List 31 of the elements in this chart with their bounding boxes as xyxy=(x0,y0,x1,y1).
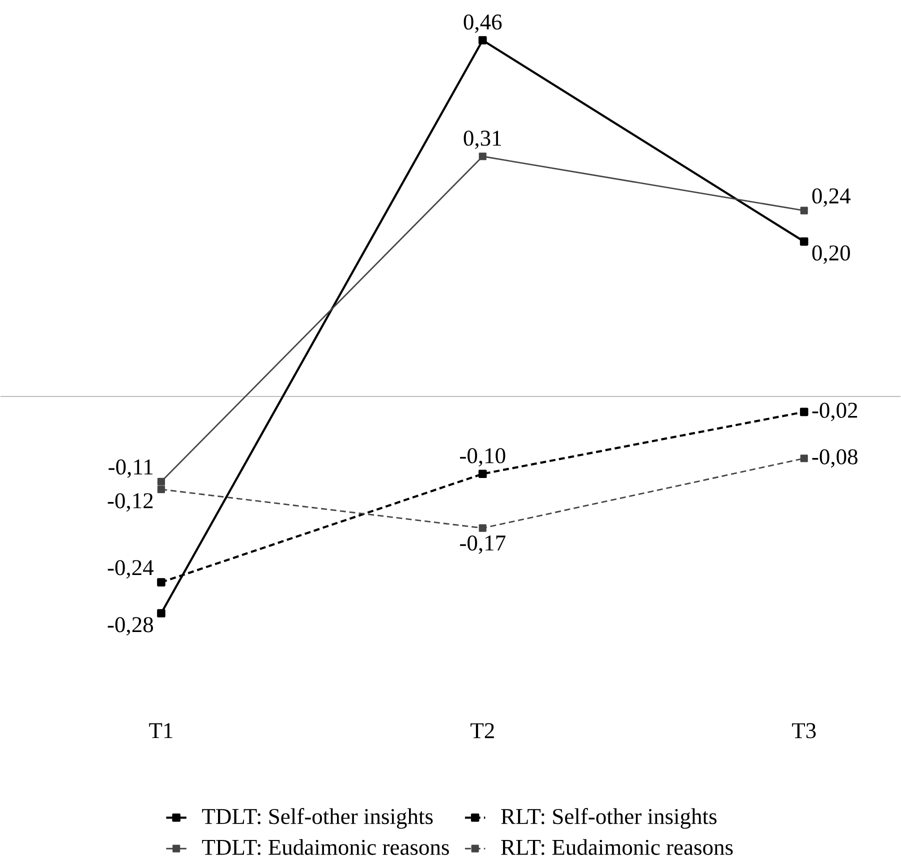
point xyxy=(800,454,808,462)
data-label: -0,10 xyxy=(460,448,506,467)
x-tick-label: T3 xyxy=(792,723,816,738)
point xyxy=(800,408,808,416)
point xyxy=(478,152,486,160)
data-label: -0,12 xyxy=(108,493,153,512)
data-label: 0,46 xyxy=(464,14,502,33)
legend-label: TDLT: Self-other insights xyxy=(202,808,433,829)
point xyxy=(478,524,486,532)
data-label: -0,08 xyxy=(812,449,858,468)
point xyxy=(800,238,808,246)
data-label: -0,28 xyxy=(108,617,153,636)
data-label: 0,24 xyxy=(812,188,850,207)
point xyxy=(157,478,165,486)
point xyxy=(157,486,165,494)
x-tick-label: T2 xyxy=(470,723,494,738)
legend-label: RLT: Eudaimonic reasons xyxy=(501,839,733,856)
legend-label: RLT: Self-other insights xyxy=(501,808,716,829)
data-label: 0,20 xyxy=(812,245,850,264)
point xyxy=(478,36,487,44)
data-label: -0,11 xyxy=(108,459,153,478)
data-label: -0,24 xyxy=(108,560,154,579)
x-tick-label: T1 xyxy=(149,723,172,738)
point xyxy=(157,578,166,587)
point xyxy=(800,206,808,214)
data-label: -0,17 xyxy=(460,536,506,554)
data-label: 0,31 xyxy=(464,130,501,150)
point xyxy=(478,470,487,478)
data-label: -0,02 xyxy=(812,402,858,422)
point xyxy=(157,609,166,618)
legend-label: TDLT: Eudaimonic reasons xyxy=(202,839,449,856)
